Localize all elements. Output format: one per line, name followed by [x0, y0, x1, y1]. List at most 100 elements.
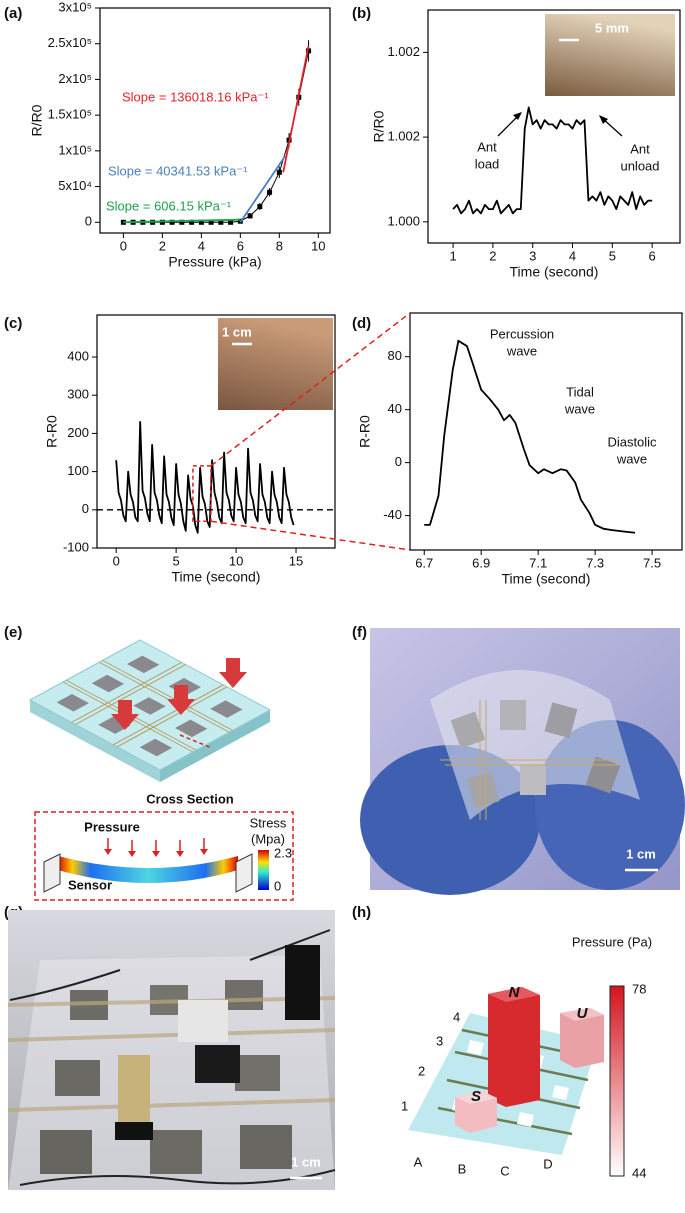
plot-frame — [427, 9, 681, 244]
series-line — [239, 155, 286, 223]
arrow-head — [599, 115, 608, 124]
marker — [267, 189, 273, 195]
y-tick-label: 1.002 — [387, 44, 420, 59]
marker — [228, 219, 234, 225]
marker — [218, 219, 224, 225]
x-axis-label: Time (second) — [502, 571, 591, 587]
marker — [198, 219, 204, 225]
y-tick-label: 100 — [67, 463, 89, 478]
y-tick-label: 1.5x10⁵ — [48, 107, 92, 122]
support — [43, 853, 61, 893]
annotation: wave — [616, 451, 647, 466]
force-arrow — [111, 700, 139, 730]
plot-frame — [409, 312, 683, 551]
cross-section-box — [34, 811, 294, 901]
sensor-pad — [127, 655, 160, 674]
sensor-pad — [210, 700, 243, 718]
sensor-pad — [174, 719, 208, 738]
force-arrow — [219, 658, 247, 688]
x-tick-label: 7.5 — [643, 555, 661, 570]
panel-label: (h) — [352, 904, 371, 921]
row-label: 2 — [418, 1063, 425, 1078]
marker — [208, 219, 214, 225]
y-tick-label: -40 — [383, 507, 402, 522]
scale-label: 1 cm — [291, 1154, 321, 1169]
annotation: Tidal — [566, 384, 594, 399]
colorbar-title: Stress — [250, 815, 287, 830]
y-axis-label: R-R0 — [357, 415, 373, 448]
row-label: 4 — [453, 1009, 460, 1024]
colorbar-max: 2.3 — [274, 845, 292, 860]
annotation: Ant — [630, 141, 650, 156]
panel-label: (c) — [4, 315, 22, 332]
panel-label: (f) — [352, 624, 367, 641]
x-tick-label: 7.1 — [529, 555, 547, 570]
y-tick-label: 200 — [67, 425, 89, 440]
x-axis-label: Time (second) — [172, 569, 261, 585]
panel-label: (a) — [4, 5, 22, 22]
sensor-pad — [240, 1125, 292, 1169]
marker — [257, 204, 263, 210]
y-axis-label: R/R0 — [29, 104, 45, 136]
section-line — [179, 734, 213, 749]
pressure-block — [560, 1008, 604, 1068]
x-tick-label: 1 — [449, 248, 456, 263]
sensor-pad — [139, 738, 173, 757]
x-axis-label: Pressure (kPa) — [168, 254, 261, 270]
block-letter: U — [577, 1005, 589, 1022]
x-tick-label: 8 — [276, 238, 283, 253]
annotation: Slope = 606.15 kPa⁻¹ — [106, 198, 232, 213]
x-tick-label: 2 — [489, 248, 496, 263]
sensor-pad — [133, 697, 166, 715]
x-tick-label: 4 — [569, 248, 576, 263]
x-tick-label: 10 — [311, 238, 325, 253]
column-label: A — [414, 1154, 423, 1169]
sensor-pad — [500, 700, 526, 730]
annotation: Percussion — [490, 326, 554, 341]
electrode — [7, 996, 336, 1112]
sensor-pad — [98, 716, 131, 734]
slab-edge — [30, 700, 160, 782]
marker — [169, 219, 175, 225]
sensor-pad — [585, 756, 621, 794]
sensor-pad — [466, 772, 500, 808]
inset-photo — [218, 318, 333, 410]
x-tick-label: 5 — [609, 248, 616, 263]
y-tick-label: 1x10⁵ — [58, 142, 92, 157]
x-tick-label: 6 — [649, 248, 656, 263]
pressure-label: Pressure — [84, 819, 140, 834]
series-line — [452, 106, 653, 215]
x-tick-label: 0 — [120, 238, 127, 253]
x-tick-label: 2 — [159, 238, 166, 253]
arrow-head — [513, 112, 522, 120]
marker — [247, 213, 253, 219]
colorbar-min: 0 — [274, 878, 281, 893]
x-tick-label: 6 — [237, 238, 244, 253]
y-tick-label: 1.002 — [387, 129, 420, 144]
marker — [120, 219, 126, 225]
marker — [276, 169, 282, 175]
colorbar-max: 78 — [632, 981, 646, 996]
annotation: wave — [506, 343, 537, 358]
annotation: Slope = 40341.53 kPa⁻¹ — [108, 163, 248, 178]
y-axis-label: R-R0 — [44, 415, 60, 448]
y-tick-label: 5x10⁴ — [58, 178, 92, 193]
y-tick-label: 3x10⁵ — [58, 0, 92, 14]
block — [195, 1045, 240, 1083]
marker — [179, 219, 185, 225]
sensor-pad — [56, 693, 89, 712]
support — [235, 853, 253, 893]
x-tick-label: 4 — [198, 238, 205, 253]
y-tick-label: 1.000 — [387, 213, 420, 228]
annotation: Ant — [477, 139, 497, 154]
block — [285, 945, 320, 1020]
annotation: unload — [620, 158, 659, 173]
block-letter: S — [471, 1088, 481, 1105]
y-tick-label: 400 — [67, 348, 89, 363]
annotation: wave — [564, 401, 595, 416]
inset-photo — [545, 14, 675, 96]
x-tick-label: 6.9 — [472, 555, 490, 570]
block — [115, 1122, 153, 1140]
sensor-pad — [520, 765, 546, 795]
